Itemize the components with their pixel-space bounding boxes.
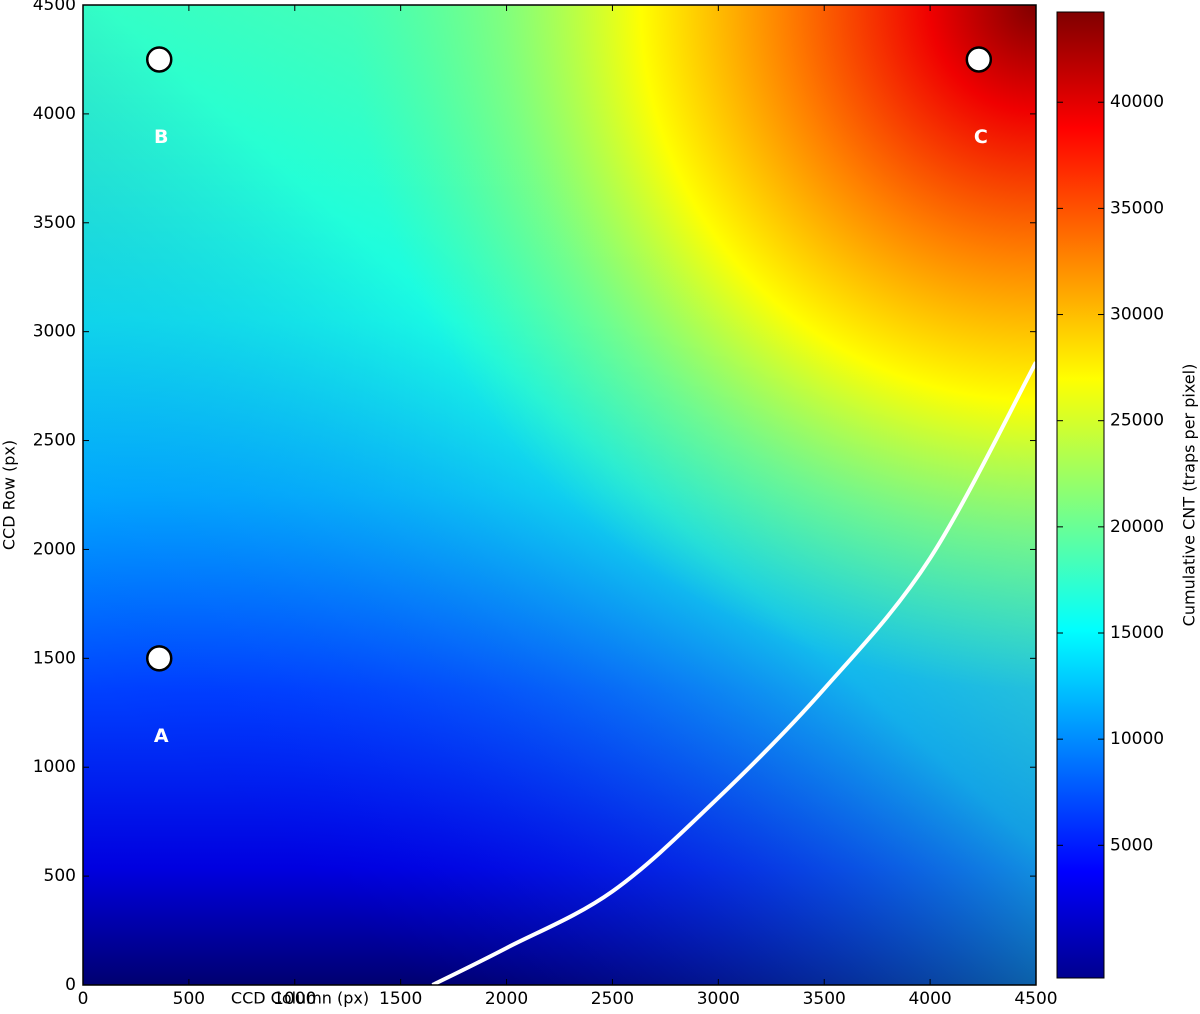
point [965,46,993,73]
point-label: B [154,126,168,148]
colorbar-tick-label: 15000 [1110,623,1164,643]
colorbar-tick-label: 35000 [1110,198,1164,218]
y-tick-label: 2000 [33,539,76,559]
colorbar-tick-label: 5000 [1110,835,1153,855]
colorbar-tick-label: 10000 [1110,729,1164,749]
x-tick-label: 4500 [1014,989,1057,1009]
curve [432,362,1036,985]
colorbar-tick-label: 20000 [1110,517,1164,537]
y-axis-title: CCD Row (px) [0,440,19,550]
y-tick-label: 3000 [33,322,76,342]
heatmap-hot [83,5,1036,985]
x-tick-label: 2000 [485,989,528,1009]
y-tick-label: 4500 [33,0,76,15]
colorbar-tick-label: 30000 [1110,305,1164,325]
y-tick-label: 3500 [33,213,76,233]
x-tick-label: 2500 [591,989,634,1009]
x-tick-label: 1000 [273,989,316,1009]
x-axis-title: CCD Column (px) [231,989,369,1008]
y-tick-label: 4000 [33,104,76,124]
colorbar-tick-label: 25000 [1110,411,1164,431]
plot-frame [82,4,1037,986]
x-tick-label: 4000 [908,989,951,1009]
point [145,46,173,73]
point-label: A [154,725,169,747]
y-tick-label: 1500 [33,648,76,668]
x-tick-label: 0 [78,989,89,1009]
x-tick-label: 500 [173,989,205,1009]
colorbar-tick-label: 40000 [1110,92,1164,112]
y-tick-label: 1000 [33,757,76,777]
y-tick-label: 500 [44,866,76,886]
point [145,645,173,672]
x-tick-label: 3500 [803,989,846,1009]
point-label: C [974,126,988,148]
colorbar [1056,11,1105,979]
x-tick-label: 1500 [379,989,422,1009]
x-tick-label: 3000 [697,989,740,1009]
heatmap [83,5,1036,985]
y-tick-label: 2500 [33,431,76,451]
colorbar-title: Cumulative CNT (traps per pixel) [1180,364,1199,627]
y-tick-label: 0 [65,975,76,995]
